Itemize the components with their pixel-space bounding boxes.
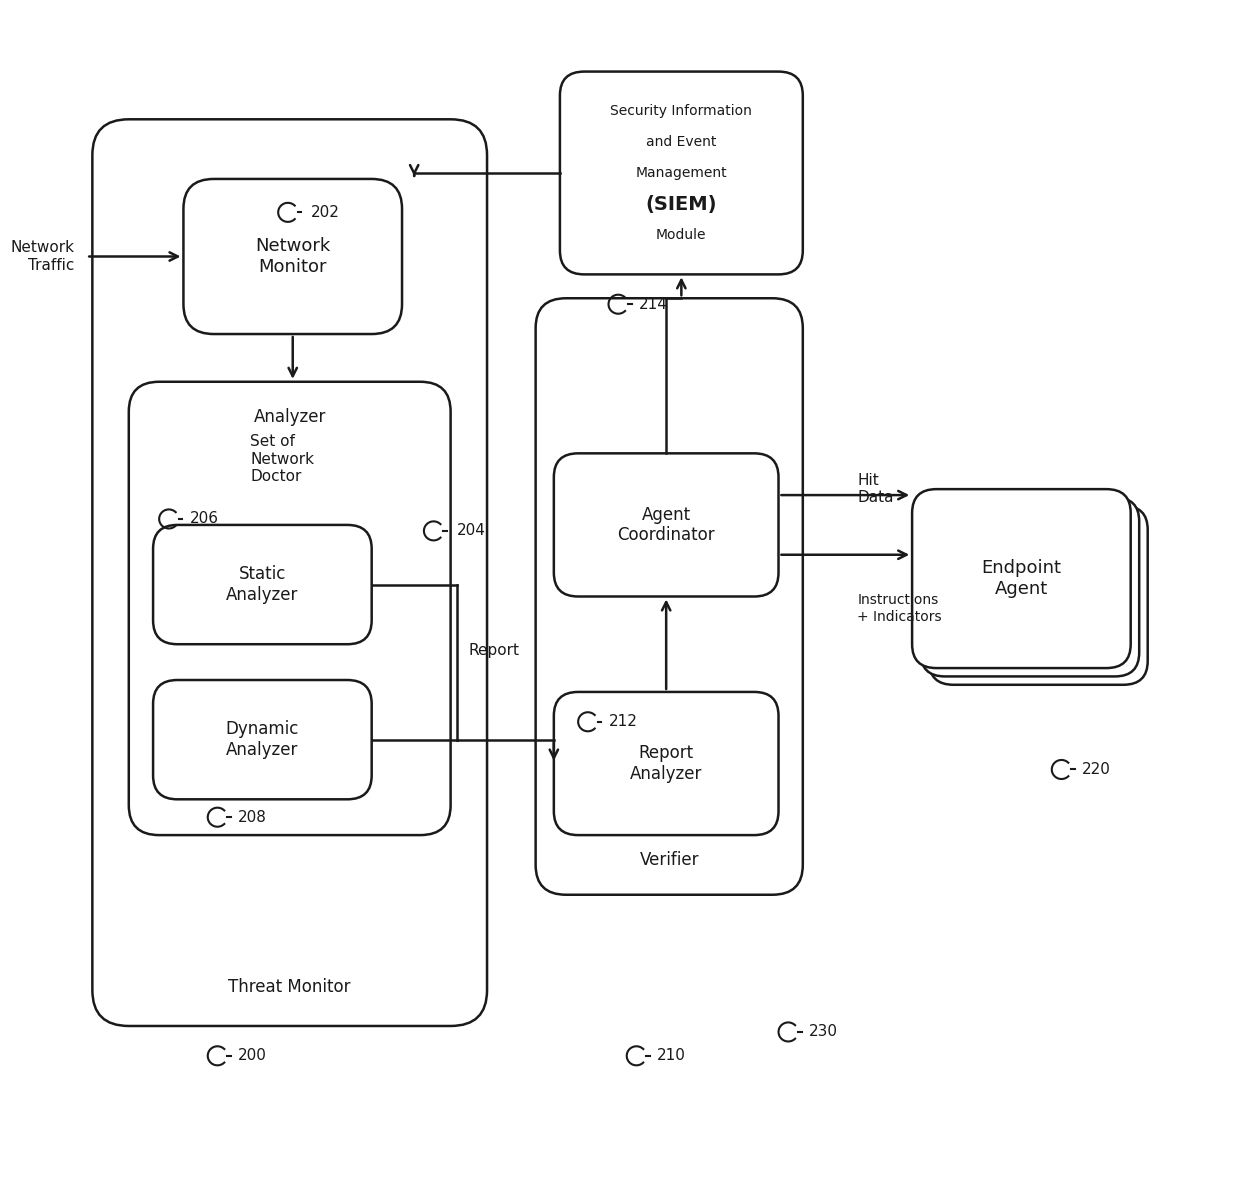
- Text: 202: 202: [311, 205, 340, 220]
- Text: Report
Analyzer: Report Analyzer: [630, 744, 702, 783]
- FancyBboxPatch shape: [554, 453, 779, 596]
- FancyBboxPatch shape: [929, 506, 1148, 685]
- Text: 220: 220: [1083, 762, 1111, 777]
- Text: (SIEM): (SIEM): [646, 194, 717, 214]
- Text: Report: Report: [469, 643, 520, 657]
- FancyBboxPatch shape: [153, 525, 372, 644]
- FancyBboxPatch shape: [554, 692, 779, 835]
- Text: Instructions
+ Indicators: Instructions + Indicators: [857, 593, 942, 624]
- FancyBboxPatch shape: [913, 489, 1131, 668]
- Text: Security Information: Security Information: [610, 104, 753, 118]
- Text: Agent
Coordinator: Agent Coordinator: [618, 506, 715, 544]
- Text: 204: 204: [456, 524, 486, 538]
- Text: 214: 214: [639, 297, 667, 311]
- FancyBboxPatch shape: [129, 382, 450, 835]
- Text: Network
Monitor: Network Monitor: [255, 237, 330, 276]
- Text: Module: Module: [656, 228, 707, 242]
- Text: Dynamic
Analyzer: Dynamic Analyzer: [226, 721, 299, 759]
- FancyBboxPatch shape: [536, 298, 802, 895]
- Text: Analyzer: Analyzer: [253, 408, 326, 426]
- Text: Management: Management: [636, 166, 727, 180]
- Text: 208: 208: [238, 810, 267, 824]
- FancyBboxPatch shape: [153, 680, 372, 799]
- Text: 206: 206: [190, 512, 218, 526]
- Text: 210: 210: [657, 1049, 686, 1063]
- Text: Endpoint
Agent: Endpoint Agent: [981, 560, 1061, 598]
- Text: Set of
Network
Doctor: Set of Network Doctor: [250, 434, 314, 484]
- FancyBboxPatch shape: [920, 497, 1140, 676]
- Text: and Event: and Event: [646, 135, 717, 149]
- FancyBboxPatch shape: [92, 119, 487, 1026]
- Text: Threat Monitor: Threat Monitor: [228, 978, 351, 996]
- Text: Hit
Data: Hit Data: [857, 472, 894, 506]
- Text: Verifier: Verifier: [640, 851, 699, 869]
- Text: 230: 230: [808, 1025, 838, 1039]
- Text: 200: 200: [238, 1049, 267, 1063]
- Text: 212: 212: [609, 715, 637, 729]
- FancyBboxPatch shape: [560, 72, 802, 274]
- FancyBboxPatch shape: [184, 179, 402, 334]
- Text: Static
Analyzer: Static Analyzer: [226, 565, 299, 604]
- Text: Network
Traffic: Network Traffic: [10, 240, 74, 273]
